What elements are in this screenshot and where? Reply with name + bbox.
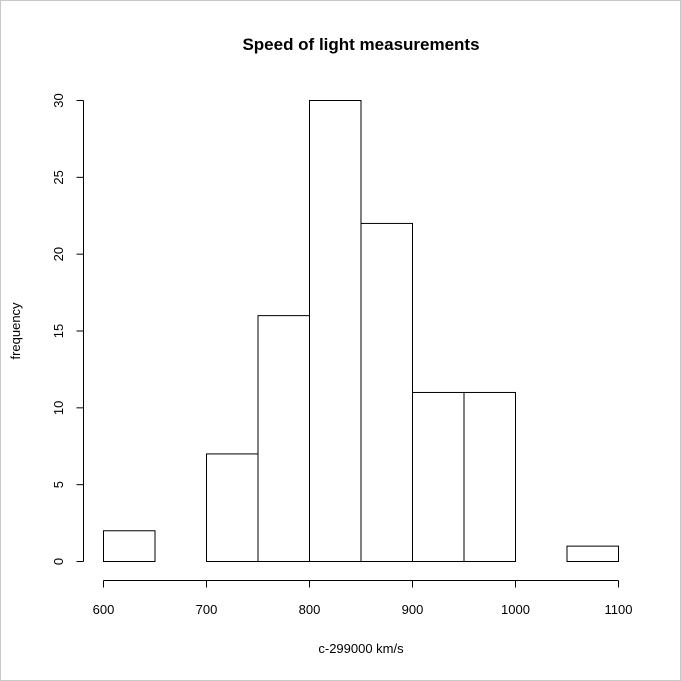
x-axis-title: c-299000 km/s — [318, 641, 404, 656]
y-tick-label: 30 — [51, 93, 66, 107]
histogram-bar-850-900 — [360, 222, 413, 563]
histogram-bar-750-800 — [257, 315, 310, 562]
x-tick-label: 700 — [196, 602, 218, 617]
y-tick-label: 10 — [51, 401, 66, 415]
histogram-bar-600-650 — [103, 530, 156, 562]
y-tick-label: 20 — [51, 247, 66, 261]
x-tick-label: 1100 — [605, 602, 633, 617]
y-tick-label: 25 — [51, 170, 66, 184]
x-axis: 600 700 800 900 1000 1100 — [93, 580, 633, 617]
x-tick-label: 600 — [93, 602, 115, 617]
bars-group — [103, 100, 619, 563]
x-tick-label: 800 — [299, 602, 321, 617]
histogram-bar-950-1000 — [463, 391, 516, 563]
histogram-bar-900-950 — [412, 391, 465, 563]
histogram-bar-700-750 — [206, 453, 259, 562]
y-axis-title: frequency — [8, 302, 23, 360]
y-axis: 0 5 10 15 20 25 30 — [51, 93, 84, 565]
histogram-bar-1050-1100 — [566, 545, 619, 563]
y-tick-label: 0 — [51, 558, 66, 565]
x-tick-label: 900 — [402, 602, 424, 617]
chart-title: Speed of light measurements — [242, 35, 479, 54]
x-tick-label: 1000 — [501, 602, 530, 617]
histogram-bar-800-850 — [309, 100, 362, 562]
y-tick-label: 15 — [51, 324, 66, 338]
y-tick-label: 5 — [51, 481, 66, 488]
